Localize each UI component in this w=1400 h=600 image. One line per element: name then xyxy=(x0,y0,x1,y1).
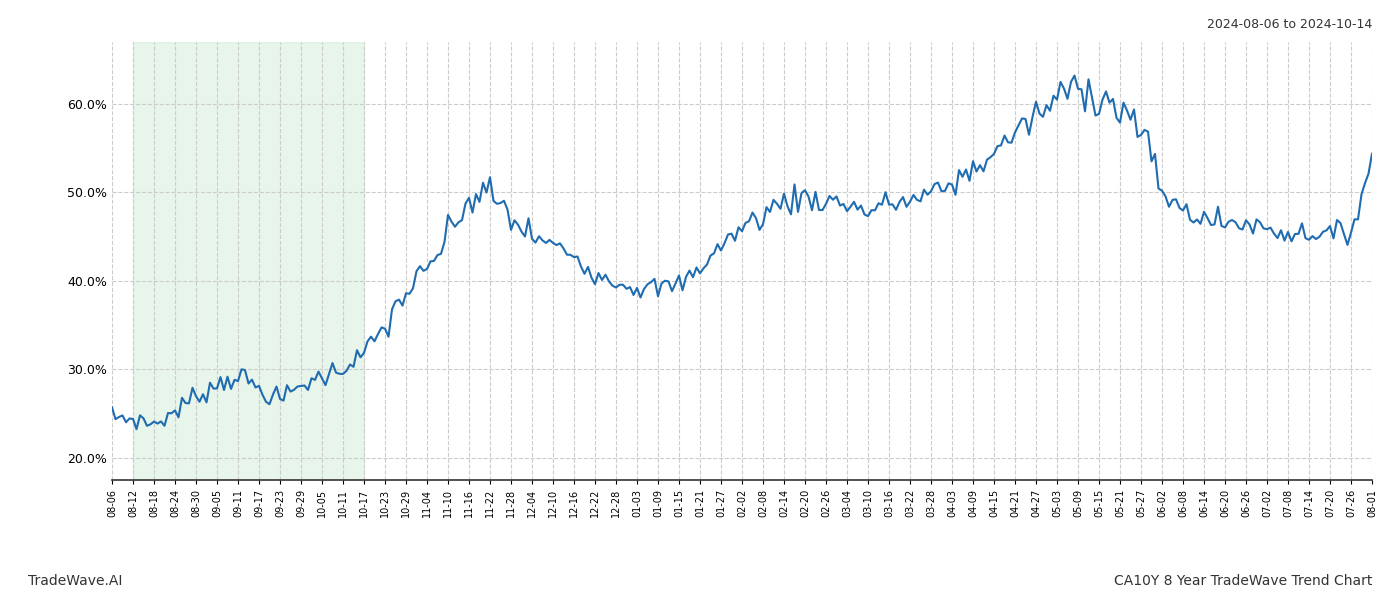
Text: TradeWave.AI: TradeWave.AI xyxy=(28,574,122,588)
Text: 2024-08-06 to 2024-10-14: 2024-08-06 to 2024-10-14 xyxy=(1207,18,1372,31)
Bar xyxy=(133,42,364,480)
Text: CA10Y 8 Year TradeWave Trend Chart: CA10Y 8 Year TradeWave Trend Chart xyxy=(1113,574,1372,588)
